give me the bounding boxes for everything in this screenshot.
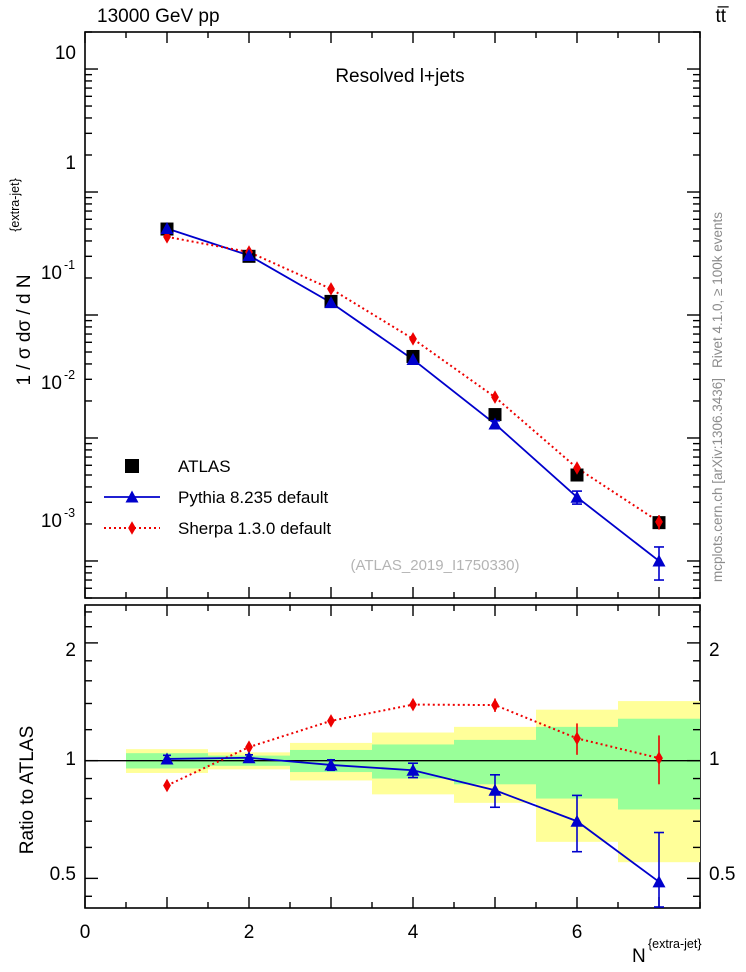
data-point-sherpa [573, 461, 581, 475]
mcplots-reference-label: mcplots.cern.ch [arXiv:1306.3436] [710, 378, 725, 582]
main-ytick-1e-3-exp: -3 [64, 506, 75, 520]
main-y-axis-label: 1 / σ dσ / d N {extra-jet} [8, 178, 35, 385]
ratio-ytick-right-0p5: 0.5 [709, 864, 735, 885]
x-tick-label-4: 4 [408, 922, 419, 943]
data-point-pythia [324, 296, 338, 309]
legend-label: ATLAS [178, 457, 231, 476]
main-ytick-1e-1-base: 10 [41, 263, 62, 284]
ratio-panel-ticks [84, 605, 701, 908]
data-point-sherpa [327, 282, 335, 296]
ratio-point-sherpa [163, 778, 171, 793]
ratio-point-pythia [324, 758, 338, 771]
x-axis-tick-labels: 0 2 4 6 [80, 922, 583, 943]
main-y-axis-label-sup: {extra-jet} [8, 178, 22, 232]
ratio-point-pythia [652, 875, 666, 888]
main-ytick-1e0: 1 [65, 153, 76, 174]
x-axis-label-sup: {extra-jet} [648, 937, 702, 951]
main-ytick-1e-1-exp: -1 [64, 258, 75, 272]
ratio-panel: Ratio to ATLAS 2 1 0.5 2 1 0.5 [17, 604, 735, 909]
x-axis-label-base: N [632, 946, 646, 967]
data-point-pythia [488, 417, 502, 430]
main-panel-ticks [84, 31, 701, 599]
ratio-series-group [160, 697, 666, 908]
x-tick-label-6: 6 [572, 922, 583, 943]
main-ytick-1e-3-base: 10 [41, 511, 62, 532]
legend-marker-triangle [125, 490, 139, 503]
ratio-point-pythia [242, 751, 256, 764]
main-series-group [160, 222, 666, 581]
legend: ATLAS Pythia 8.235 default Sherpa 1.3.0 de… [104, 457, 331, 538]
ratio-ytick-right-1: 1 [709, 749, 720, 770]
legend-marker-square [125, 459, 139, 473]
ratio-point-pythia [570, 814, 584, 827]
x-axis-label: N {extra-jet} [632, 937, 702, 967]
process-label: tt̅ [715, 6, 729, 27]
legend-label: Sherpa 1.3.0 default [178, 519, 331, 538]
ratio-ytick-0p5: 0.5 [50, 864, 76, 885]
main-y-axis-label-text: 1 / σ dσ / d N [14, 274, 35, 385]
ratio-ytick-right-2: 2 [709, 640, 720, 661]
main-ytick-1e1: 10 [55, 43, 76, 64]
data-point-pythia [570, 490, 584, 503]
analysis-watermark: (ATLAS_2019_I1750330) [350, 557, 519, 574]
main-panel: 1 / σ dσ / d N {extra-jet} 10 1 10 -1 10… [8, 31, 701, 599]
ratio-point-pythia [406, 763, 420, 776]
ratio-point-sherpa [655, 751, 663, 765]
data-point-sherpa [655, 515, 663, 529]
ratio-ytick-1: 1 [65, 749, 76, 770]
main-panel-frame [84, 31, 701, 599]
ratio-point-pythia [160, 752, 174, 765]
data-point-pythia [160, 222, 174, 235]
ratio-ytick-2: 2 [65, 640, 76, 661]
rivet-version-label: Rivet 4.1.0, ≥ 100k events [710, 212, 725, 368]
data-point-sherpa [491, 390, 499, 404]
x-tick-label-0: 0 [80, 922, 91, 943]
data-point-atlas [488, 408, 502, 422]
main-ytick-1e-2-exp: -2 [64, 368, 75, 382]
legend-marker-diamond [128, 521, 136, 535]
panel-title: Resolved l+jets [335, 66, 464, 87]
x-tick-label-2: 2 [244, 922, 255, 943]
process-label-text: tt̅ [715, 6, 729, 27]
main-ytick-1e-1: 10 -1 [41, 258, 75, 284]
data-point-atlas [570, 468, 584, 482]
legend-item-pythia[interactable]: Pythia 8.235 default [104, 488, 329, 507]
ratio-point-sherpa [409, 697, 417, 712]
main-ytick-1e-2: 10 -2 [41, 368, 75, 394]
ratio-point-sherpa [491, 698, 499, 712]
legend-item-sherpa[interactable]: Sherpa 1.3.0 default [104, 519, 331, 538]
main-ytick-1e-2-base: 10 [41, 373, 62, 394]
data-point-pythia [242, 248, 256, 261]
ratio-point-sherpa [245, 740, 253, 754]
legend-label: Pythia 8.235 default [178, 488, 329, 507]
ratio-point-sherpa [327, 714, 335, 728]
data-point-sherpa [409, 332, 417, 346]
main-ytick-1e-3: 10 -3 [41, 506, 75, 532]
ratio-point-sherpa [573, 731, 581, 746]
legend-item-atlas[interactable]: ATLAS [125, 457, 231, 476]
beam-energy-label: 13000 GeV pp [97, 6, 220, 27]
data-point-pythia [406, 352, 420, 365]
ratio-y-axis-label: Ratio to ATLAS [17, 726, 38, 855]
data-point-pythia [652, 554, 666, 567]
ratio-point-pythia [488, 783, 502, 796]
